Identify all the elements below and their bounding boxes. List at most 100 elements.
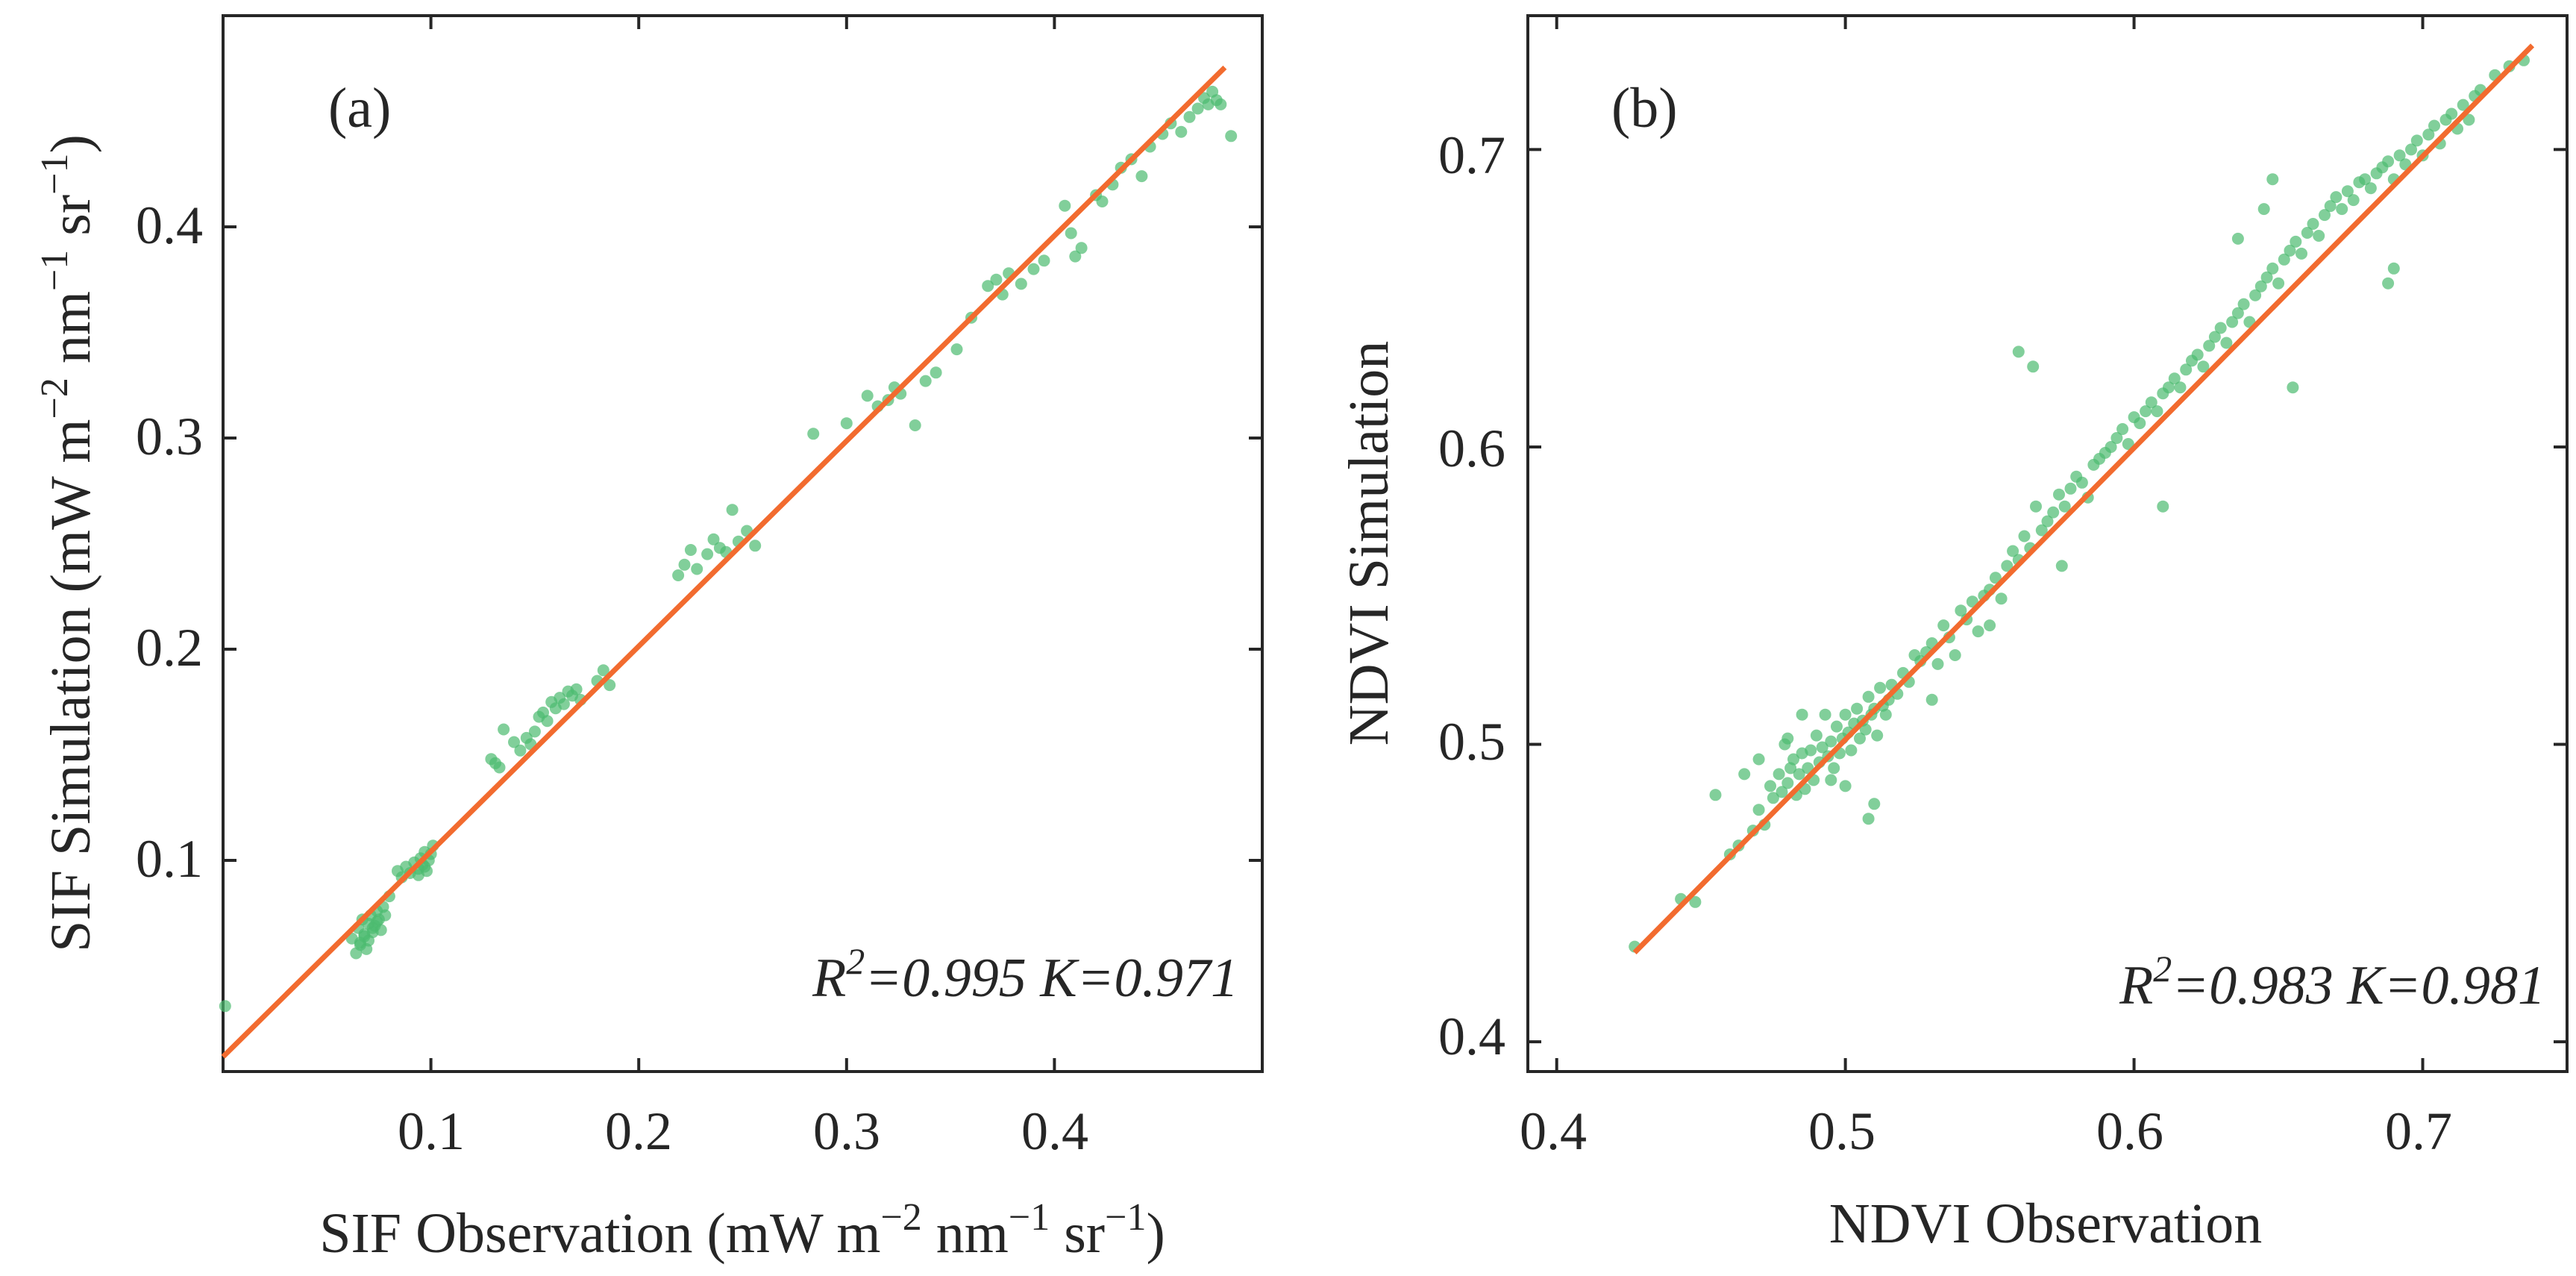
panel-a-scatter-point xyxy=(1027,263,1040,275)
panel-b-scatter-point xyxy=(1862,690,1875,703)
panel-b-scatter-point xyxy=(2197,360,2210,373)
panel-a-y-tick-label: 0.4 xyxy=(136,196,203,255)
panel-a-tick-marks xyxy=(223,16,1262,1072)
panel-b-scatter-point xyxy=(1767,792,1779,804)
panel-b-scatter-point xyxy=(1854,732,1866,745)
panel-b-y-tick-label: 0.5 xyxy=(1438,712,1505,772)
panel-b-y-axis-title: NDVI Simulation xyxy=(1338,341,1400,746)
panel-b-scatter-point xyxy=(2134,417,2146,430)
panel-b-scatter-point xyxy=(2341,185,2354,198)
panel-b-scatter-point xyxy=(1995,592,2008,605)
panel-b-scatter-point xyxy=(2257,203,2270,216)
panel-b-scatter-point xyxy=(2140,405,2152,418)
panel-a-scatter-point xyxy=(861,390,874,402)
panel-b-scatter-point xyxy=(2324,200,2337,213)
panel-b-scatter-point xyxy=(2428,119,2440,132)
panel-b-scatter-point xyxy=(2168,372,2181,385)
panel-a-scatter-point xyxy=(672,569,685,581)
panel-b-scatter-point xyxy=(2231,307,2244,319)
panel-b-scatter-point xyxy=(1949,649,1961,661)
panel-a-scatter-point xyxy=(1015,278,1027,290)
panel-b-scatter-point xyxy=(2364,182,2377,195)
panel-a-scatter-point xyxy=(597,664,609,677)
panel-b-scatter-point xyxy=(2001,560,2014,572)
panel-b-scatter-point xyxy=(2347,194,2360,207)
panel-b-scatter-point xyxy=(2058,500,2071,513)
panel-a-scatter-point xyxy=(1075,242,1088,254)
panel-a: (a) R2=0.995 K=0.971 0.1 0.2 0.3 0.4 0.1… xyxy=(34,14,1264,1265)
panel-a-scatter-point xyxy=(1215,98,1227,110)
panel-b-scatter-point xyxy=(2382,277,2395,290)
panel-b-scatter-point xyxy=(1738,768,1751,781)
panel-a-scatter-point xyxy=(1183,110,1196,123)
panel-a-x-tick-label: 0.1 xyxy=(398,1101,465,1161)
panel-a-scatter-point xyxy=(219,1000,231,1013)
panel-b-scatter-point xyxy=(2151,405,2163,418)
panel-b-scatter-point xyxy=(1972,625,1984,638)
panel-b-scatter-point xyxy=(1859,723,1872,736)
panel-b-x-tick-label: 0.7 xyxy=(2385,1101,2452,1161)
panel-b-scatter-point xyxy=(1879,708,1892,721)
panel-b-y-tick-label: 0.4 xyxy=(1438,1007,1505,1066)
panel-a-scatter-point xyxy=(371,916,383,928)
panel-b: (b) R2=0.983 K=0.981 0.4 0.5 0.6 0.7 0.4… xyxy=(1338,14,2569,1255)
panel-a-scatter-point xyxy=(604,679,616,692)
panel-b-scatter-point xyxy=(2208,331,2221,343)
panel-b-scatter-point xyxy=(1874,681,1887,694)
panel-b-scatter-point xyxy=(2047,506,2060,519)
panel-b-x-tick-label: 0.4 xyxy=(1520,1101,1587,1161)
panel-b-scatter-point xyxy=(1709,789,1722,801)
panel-b-scatter-point xyxy=(1845,744,1858,757)
panel-b-plot-frame xyxy=(1526,14,2569,1073)
panel-a-x-tick-label: 0.4 xyxy=(1021,1101,1088,1161)
panel-b-scatter-point xyxy=(2405,143,2417,156)
panel-b-scatter-point xyxy=(2290,235,2302,248)
panel-b-scatter-point xyxy=(2203,340,2216,352)
panel-a-scatter-point xyxy=(557,698,570,710)
panel-b-scatter-point xyxy=(1752,804,1765,816)
panel-b-scatter-point xyxy=(2301,227,2313,239)
panel-a-scatter-point xyxy=(363,934,375,947)
panel-b-r-exponent: 2 xyxy=(2153,948,2172,989)
panel-b-fit-line xyxy=(1632,43,2535,955)
panel-b-k-value: K=0.981 xyxy=(2346,955,2545,1016)
panel-b-scatter-point xyxy=(1752,753,1765,766)
panel-b-scatter-point xyxy=(1781,777,1794,789)
panel-a-scatter-point xyxy=(919,375,932,387)
panel-a-scatter-point xyxy=(1069,250,1082,263)
panel-b-scatter-point xyxy=(2035,524,2048,537)
panel-a-scatter-point xyxy=(1225,130,1238,143)
panel-b-scatter-point xyxy=(2272,277,2285,290)
panel-a-stats: R2=0.995 K=0.971 xyxy=(812,940,1238,1009)
panel-b-scatter-point xyxy=(1787,753,1799,766)
panel-a-x-tick-label: 0.2 xyxy=(605,1101,672,1161)
panel-a-r-exponent: 2 xyxy=(846,940,865,982)
panel-a-scatter-point xyxy=(514,744,527,757)
panel-b-scatter-point xyxy=(2284,244,2296,257)
panel-b-scatter-point xyxy=(1781,732,1794,745)
panel-b-scatter-point xyxy=(2382,155,2395,168)
panel-a-label: (a) xyxy=(328,77,391,140)
panel-a-scatter-point xyxy=(1135,170,1148,183)
panel-b-scatter-point xyxy=(2174,381,2187,394)
panel-b-scatter-point xyxy=(2307,218,2319,230)
panel-b-scatter-point xyxy=(1773,768,1785,781)
panel-b-scatter-point xyxy=(2249,289,2262,301)
panel-a-scatter-point xyxy=(1059,199,1071,212)
panel-b-scatter-point xyxy=(2180,363,2193,376)
panel-b-scatter-point xyxy=(2007,545,2019,557)
panel-a-scatter-point xyxy=(412,869,424,881)
panel-a-x-axis-title: SIF Observation (mW m−2 nm−1 sr−1) xyxy=(319,1196,1165,1265)
panel-a-scatter-point xyxy=(1038,254,1050,267)
panel-b-scatter-point xyxy=(1839,780,1852,792)
panel-b-scatter-point xyxy=(2018,530,2031,542)
panel-b-scatter-point xyxy=(2220,337,2233,349)
panel-a-scatter-point xyxy=(684,544,697,556)
panel-a-scatter-point xyxy=(508,736,520,748)
panel-b-scatter-point xyxy=(2055,560,2068,572)
panel-b-scatter-point xyxy=(2393,149,2406,162)
panel-b-scatter-point xyxy=(2105,441,2117,453)
panel-b-x-tick-label: 0.5 xyxy=(1808,1101,1875,1161)
panel-a-fit-line xyxy=(221,65,1227,1059)
